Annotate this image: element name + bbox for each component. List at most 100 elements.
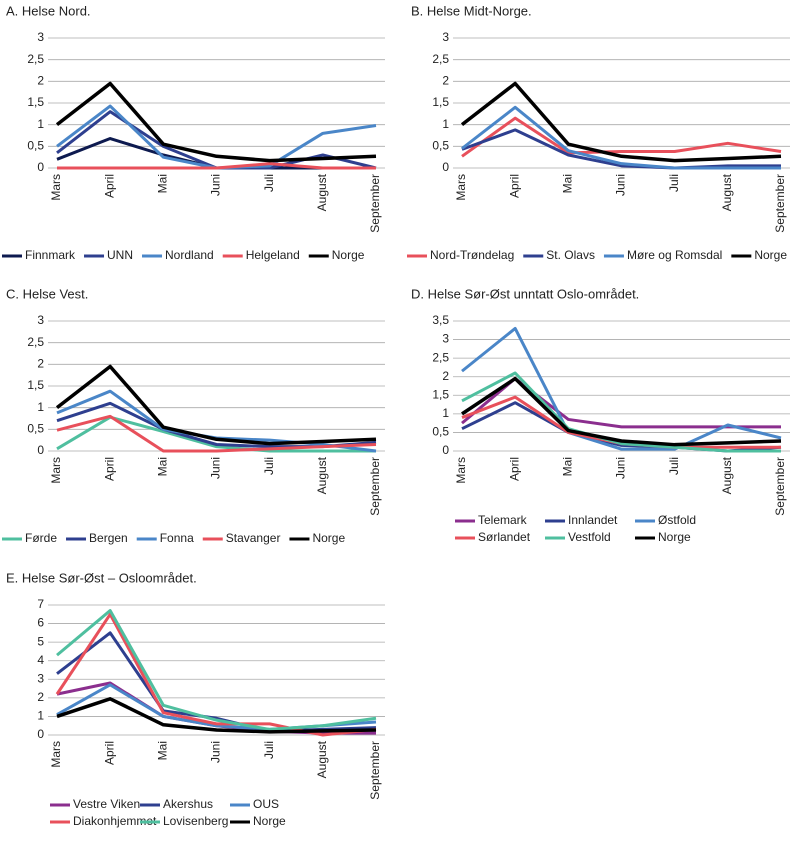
x-tick-label: August — [315, 740, 329, 778]
series-line — [56, 609, 377, 731]
chart-title: B. Helse Midt-Norge. — [411, 3, 532, 18]
y-tick-label: 4 — [37, 653, 44, 667]
y-tick-label: 1,5 — [432, 95, 449, 109]
series-line — [461, 371, 781, 453]
x-tick-label: April — [507, 457, 521, 481]
legend-label: UNN — [107, 248, 133, 262]
y-tick-label: 0,5 — [27, 422, 44, 436]
legend-label: Norge — [332, 248, 365, 262]
y-tick-label: 1,5 — [432, 387, 449, 401]
y-tick-label: 1 — [37, 709, 44, 723]
x-tick-label: September — [368, 174, 382, 233]
y-tick-label: 2 — [37, 357, 44, 371]
y-tick-label: 3 — [37, 30, 44, 44]
y-tick-label: 2 — [442, 369, 449, 383]
legend-label: Telemark — [478, 513, 528, 527]
x-tick-label: August — [720, 456, 734, 494]
chart-title: C. Helse Vest. — [6, 286, 88, 301]
y-tick-label: 0 — [37, 160, 44, 174]
y-tick-label: 0 — [442, 443, 449, 457]
x-tick-label: Mars — [49, 457, 63, 484]
y-tick-label: 0 — [37, 727, 44, 741]
x-tick-label: Juni — [209, 174, 223, 196]
y-tick-label: 2,5 — [432, 52, 449, 66]
x-tick-label: Juli — [667, 457, 681, 475]
y-tick-label: 2 — [37, 690, 44, 704]
legend-label: Norge — [312, 531, 345, 545]
legend-label: St. Olavs — [546, 248, 595, 262]
series-line — [57, 162, 376, 170]
y-tick-label: 0,5 — [27, 139, 44, 153]
x-tick-label: Juli — [262, 174, 276, 192]
y-tick-label: 1,5 — [27, 95, 44, 109]
x-tick-label: April — [507, 174, 521, 198]
series-line — [56, 414, 377, 453]
y-tick-label: 0,5 — [432, 139, 449, 153]
chart-title: E. Helse Sør-Øst – Osloområdet. — [6, 570, 197, 585]
series-line — [461, 105, 781, 170]
legend-label: Norge — [754, 248, 787, 262]
y-tick-label: 3 — [37, 313, 44, 327]
x-tick-label: August — [315, 173, 329, 211]
legend-label: Norge — [253, 814, 286, 828]
chart-title: A. Helse Nord. — [6, 3, 91, 18]
legend-label: Bergen — [89, 531, 128, 545]
y-tick-label: 0 — [442, 160, 449, 174]
legend-label: Lovisenberg — [163, 814, 228, 828]
y-tick-label: 1,5 — [27, 378, 44, 392]
series-line — [55, 364, 377, 446]
series-line — [461, 326, 782, 451]
x-tick-label: Mai — [156, 741, 170, 760]
y-tick-label: 1 — [442, 406, 449, 420]
x-tick-label: April — [102, 741, 116, 765]
y-tick-label: 1 — [442, 117, 449, 131]
legend-label: Østfold — [658, 513, 696, 527]
legend-label: Førde — [25, 531, 57, 545]
x-tick-label: Juli — [262, 457, 276, 475]
legend-label: Akershus — [163, 797, 213, 811]
y-tick-label: 0 — [37, 443, 44, 457]
x-tick-label: April — [102, 457, 116, 481]
y-tick-label: 5 — [37, 634, 44, 648]
x-tick-label: Juni — [614, 174, 628, 196]
series-line — [55, 612, 377, 737]
series-line — [461, 376, 782, 447]
x-tick-label: Juli — [667, 174, 681, 192]
y-tick-label: 2 — [37, 74, 44, 88]
legend-label: OUS — [253, 797, 279, 811]
legend-label: Norge — [658, 530, 691, 544]
y-tick-label: 2,5 — [432, 350, 449, 364]
legend-label: Sørlandet — [478, 530, 531, 544]
y-tick-label: 3 — [442, 332, 449, 346]
series-line — [55, 81, 377, 163]
series-line — [461, 128, 781, 170]
y-tick-label: 3 — [442, 30, 449, 44]
legend-label: Vestfold — [568, 530, 611, 544]
y-tick-label: 1 — [37, 400, 44, 414]
y-tick-label: 7 — [37, 597, 44, 611]
legend-label: Møre og Romsdal — [627, 248, 722, 262]
x-tick-label: August — [720, 173, 734, 211]
x-tick-label: September — [773, 174, 787, 233]
y-tick-label: 2 — [442, 74, 449, 88]
x-tick-label: Mars — [49, 174, 63, 201]
x-tick-label: Mai — [156, 174, 170, 193]
legend-label: Nord-Trøndelag — [430, 248, 514, 262]
x-tick-label: April — [102, 174, 116, 198]
series-line — [56, 697, 377, 734]
y-tick-label: 2,5 — [27, 52, 44, 66]
y-tick-label: 1 — [37, 117, 44, 131]
x-tick-label: Mars — [454, 457, 468, 484]
y-tick-label: 0,5 — [432, 425, 449, 439]
x-tick-label: Juni — [614, 457, 628, 479]
x-tick-label: Juni — [209, 457, 223, 479]
legend-label: Finnmark — [25, 248, 76, 262]
chart-title: D. Helse Sør-Øst unntatt Oslo-området. — [411, 286, 639, 301]
x-tick-label: August — [315, 456, 329, 494]
x-tick-label: September — [368, 457, 382, 516]
legend-label: Diakonhjemmet — [73, 814, 157, 828]
legend-label: Helgeland — [246, 248, 300, 262]
series-line — [460, 81, 782, 163]
legend-label: Vestre Viken — [73, 797, 140, 811]
